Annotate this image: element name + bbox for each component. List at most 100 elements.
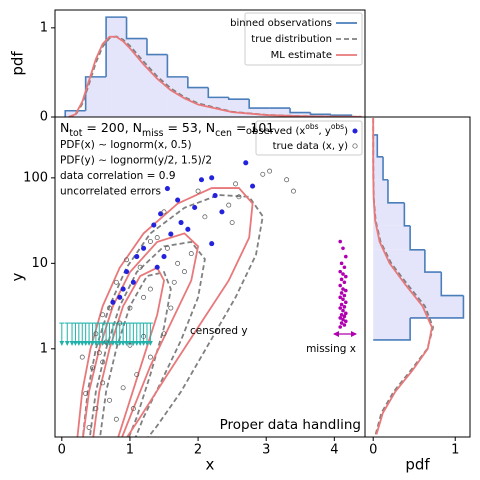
x-tick-label: 1 (451, 443, 459, 458)
missing-x-point (342, 314, 347, 319)
observed-point (178, 219, 184, 226)
superscript: obs (331, 122, 344, 131)
true-point (113, 416, 119, 422)
true-point (188, 251, 194, 257)
missing-x-point (341, 272, 345, 276)
histogram-step (146, 38, 168, 56)
true-point (107, 397, 112, 403)
true-point (202, 214, 208, 220)
missing-x-point (342, 280, 347, 285)
pdf-curve (68, 35, 362, 117)
true-point (171, 279, 177, 285)
histogram-bar (373, 134, 378, 157)
y-axis-label: y (9, 272, 27, 281)
true-point (284, 177, 290, 183)
observed-point (175, 197, 181, 203)
true-point (90, 365, 95, 371)
missing-x-point (339, 261, 344, 266)
missing-x-point (344, 300, 348, 305)
y-tick-label: 10 (31, 256, 48, 271)
missing-x-point (342, 293, 347, 298)
histogram-bar (85, 76, 107, 117)
true-point (236, 194, 242, 200)
text-part: N (60, 120, 69, 135)
observed-point (219, 209, 225, 215)
true-point (147, 286, 153, 292)
missing-x-point (344, 319, 348, 324)
contour (99, 271, 172, 437)
missing-x-point (342, 305, 347, 309)
missing-x-point (338, 239, 343, 244)
true-point (154, 235, 160, 241)
histogram-bar (249, 108, 270, 117)
histogram-bar (373, 295, 464, 318)
histogram-step (424, 249, 442, 273)
histogram-bar (373, 272, 442, 296)
legend-label: binned observations (230, 18, 332, 29)
missing-x-point (338, 306, 343, 310)
note: uncorrelated errors (60, 186, 161, 198)
missing-x-point (338, 316, 343, 320)
observed-point (134, 254, 140, 260)
missing-x-point (339, 277, 344, 282)
histogram-step (373, 134, 384, 158)
subscript: tot (69, 128, 82, 139)
histogram-bar (228, 99, 250, 117)
true-point (137, 264, 143, 270)
observed-point (117, 294, 123, 300)
legend-marker (352, 128, 358, 134)
histogram-bar (269, 108, 291, 117)
missing-x-point (344, 274, 348, 279)
note: data correlation = 0.9 (60, 170, 176, 182)
missing-x-point (341, 317, 345, 322)
histogram-bar (208, 97, 229, 117)
histogram-step (207, 87, 229, 99)
x-axis-label: x (206, 456, 215, 474)
x-tick-label: 0 (58, 443, 66, 458)
true-point (124, 257, 129, 263)
histogram-bar (373, 202, 405, 226)
true-point (96, 350, 102, 356)
note: PDF(x) ∼ lognorm(x, 0.5) (60, 139, 192, 151)
observed-point (209, 241, 215, 247)
true-point (103, 339, 109, 345)
text-part: = 101 (232, 120, 274, 135)
histogram-step (387, 179, 405, 204)
true-point (233, 181, 238, 187)
missing-x-point (342, 323, 347, 327)
missing-x-point (342, 265, 347, 270)
histogram-bar (373, 179, 388, 203)
true-point (168, 305, 174, 311)
true-point (141, 294, 147, 300)
subscript: cen (215, 128, 232, 139)
true-point (107, 305, 112, 311)
observed-point (151, 222, 157, 228)
histogram-step (403, 202, 411, 227)
true-point (175, 260, 181, 266)
true-point (134, 372, 140, 378)
true-point (141, 333, 147, 339)
missing-x-point (339, 321, 344, 325)
true-point (117, 320, 123, 326)
histogram-step (373, 317, 411, 341)
y-tick-label: 1 (40, 20, 48, 35)
missing-x-point (341, 308, 345, 313)
missing-x-point (344, 254, 348, 259)
true-point (267, 168, 273, 174)
true-point (161, 331, 167, 337)
true-point (127, 342, 133, 348)
plot-area (64, 16, 362, 117)
x-tick-label: 3 (262, 443, 270, 458)
contour (76, 187, 254, 437)
legend-box (255, 120, 363, 156)
missing-x-point (344, 288, 348, 293)
superscript: obs (305, 122, 318, 131)
observed-point (110, 299, 116, 305)
histogram-step (409, 225, 425, 251)
histogram-bar (373, 156, 384, 180)
observed-point (192, 204, 198, 211)
axes-frame (364, 116, 471, 438)
histogram-step (309, 112, 331, 116)
true-point (113, 279, 119, 285)
